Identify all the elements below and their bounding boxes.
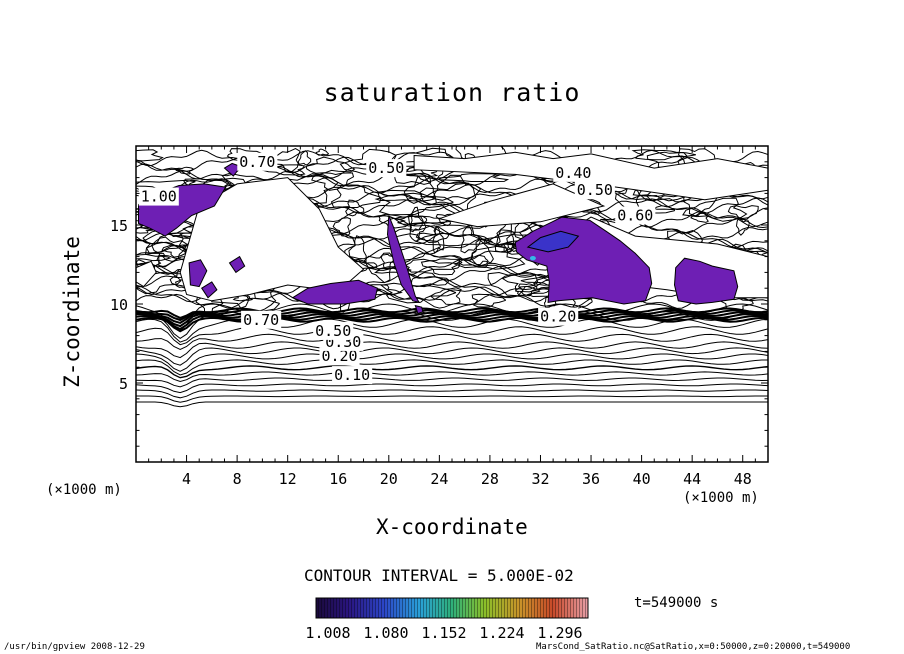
contour-line — [136, 333, 768, 351]
supersaturated-peak — [529, 255, 536, 261]
colorbar-label: 1.296 — [537, 624, 582, 642]
x-tick-label: 32 — [531, 470, 549, 488]
y-tick-label: 5 — [119, 375, 128, 393]
clear-region — [179, 177, 365, 302]
contour-line — [438, 173, 510, 182]
footer-source: MarsCond_SatRatio.nc@SatRatio,x=0:50000,… — [536, 642, 851, 652]
contour-line — [315, 148, 330, 156]
supersaturated-core — [526, 230, 580, 253]
footer-command: /usr/bin/gpview 2008-12-29 — [4, 642, 145, 652]
colorbar-label: 1.008 — [305, 624, 350, 642]
x-axis-unit-right: (×1000 m) — [683, 490, 759, 506]
x-axis-label: X-coordinate — [376, 515, 528, 539]
contour-line — [471, 293, 507, 308]
contour-line — [332, 217, 352, 237]
contour-label: 0.50 — [315, 322, 351, 340]
colorbar-label: 1.080 — [363, 624, 408, 642]
supersaturated-region — [673, 257, 739, 305]
contour-label: 0.20 — [321, 347, 357, 365]
x-tick-label: 16 — [329, 470, 347, 488]
contour-line — [136, 383, 768, 394]
supersaturated-region — [386, 215, 421, 304]
contour-line — [377, 189, 454, 216]
x-tick-label: 28 — [481, 470, 499, 488]
contour-line — [136, 309, 768, 322]
x-tick-label: 4 — [182, 470, 191, 488]
contour-line — [414, 224, 493, 247]
supersaturated-region — [200, 281, 218, 299]
time-label: t=549000 s — [634, 595, 719, 611]
x-tick-label: 44 — [683, 470, 701, 488]
contour-label: 0.40 — [555, 164, 591, 182]
contour-line — [136, 149, 164, 162]
x-tick-label: 36 — [582, 470, 600, 488]
contour-label: 0.20 — [540, 308, 576, 326]
contour-line — [136, 395, 768, 403]
contour-line — [407, 214, 427, 242]
contour-line — [136, 347, 768, 366]
contour-line — [487, 271, 539, 297]
contour-line — [161, 244, 190, 258]
clear-region — [437, 183, 606, 228]
contour-label: 1.00 — [141, 188, 177, 206]
colorbar-label: 1.152 — [421, 624, 466, 642]
contour-label: 0.50 — [577, 181, 613, 199]
contour-line — [453, 245, 526, 270]
supersaturated-region — [414, 304, 424, 315]
y-tick-label: 10 — [110, 296, 128, 314]
contour-line — [735, 217, 750, 236]
x-tick-label: 12 — [279, 470, 297, 488]
contour-label: 0.70 — [239, 153, 275, 171]
supersaturated-region — [514, 216, 653, 305]
contour-line — [136, 268, 182, 295]
contour-line — [151, 254, 197, 275]
colorbar-label: 1.224 — [479, 624, 524, 642]
y-tick-label: 15 — [110, 217, 128, 235]
contour-label: 0.60 — [617, 207, 653, 225]
colorbar-stripes — [316, 598, 588, 618]
supersaturated-region — [188, 259, 208, 288]
contour-label: 0.70 — [243, 311, 279, 329]
contour-line — [297, 150, 312, 166]
x-tick-label: 24 — [430, 470, 448, 488]
contour-label: 0.10 — [334, 366, 370, 384]
contour-line — [136, 371, 768, 383]
contour-line — [518, 283, 538, 297]
clear-region — [136, 260, 157, 288]
contour-line — [460, 224, 482, 254]
supersaturated-region — [228, 255, 246, 274]
contour-line — [136, 353, 768, 372]
x-tick-label: 48 — [734, 470, 752, 488]
contour-line — [394, 215, 463, 225]
contour-line — [136, 252, 172, 262]
contour-line — [432, 174, 481, 201]
contour-line — [330, 184, 382, 208]
colorbar: 1.008 1.080 1.152 1.224 1.296 — [305, 597, 589, 642]
contour-line — [363, 252, 396, 284]
contour-line — [174, 166, 195, 175]
contour-line — [136, 292, 768, 310]
contour-line — [136, 359, 768, 376]
chart-title: saturation ratio — [323, 78, 581, 107]
contour-line — [151, 236, 188, 268]
contour-line — [136, 341, 768, 359]
contour-line — [136, 365, 768, 379]
x-tick-label: 20 — [380, 470, 398, 488]
contour-line — [136, 377, 768, 388]
colorbar-frame — [315, 597, 589, 619]
contour-line — [136, 401, 768, 408]
supersaturated-region — [291, 279, 378, 305]
contour-line — [631, 149, 696, 161]
contour-interval-label: CONTOUR INTERVAL = 5.000E-02 — [304, 566, 574, 585]
contour-line — [136, 389, 768, 399]
contour-line — [720, 298, 754, 312]
contour-line — [420, 258, 463, 276]
x-tick-label: 40 — [633, 470, 651, 488]
contour-line — [136, 227, 157, 234]
contour-label: 0.50 — [368, 159, 404, 177]
x-axis-unit-left: (×1000 m) — [46, 482, 122, 498]
x-tick-label: 8 — [233, 470, 242, 488]
